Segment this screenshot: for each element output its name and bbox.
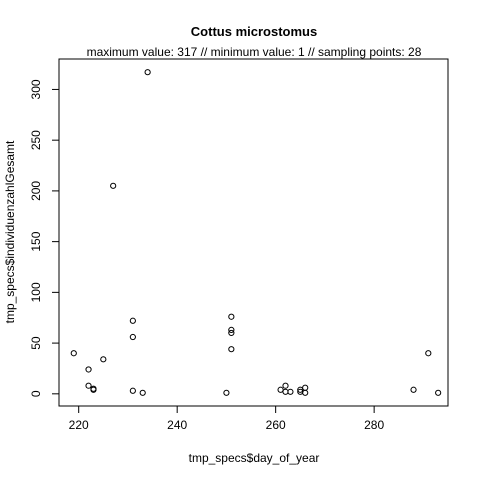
data-point	[144, 69, 151, 76]
chart-title: Cottus microstomus	[191, 24, 317, 39]
x-axis-label: tmp_specs$day_of_year	[189, 451, 320, 465]
data-point	[129, 317, 136, 324]
data-point	[129, 333, 136, 341]
data-point	[277, 386, 284, 393]
data-point	[228, 329, 235, 337]
y-tick-label: 150	[29, 231, 43, 251]
y-axis: 0 50 100 150 200 250 300	[29, 79, 60, 397]
data-point	[223, 389, 230, 396]
data-point	[228, 346, 235, 353]
data-point	[228, 326, 235, 334]
data-point	[100, 356, 107, 363]
data-point	[228, 313, 235, 320]
y-tick-label: 250	[29, 130, 43, 150]
data-point	[287, 388, 294, 395]
x-tick-label: 280	[364, 418, 384, 432]
data-point	[90, 386, 97, 393]
data-point	[85, 382, 92, 389]
data-point	[139, 389, 146, 396]
y-axis-label: tmp_specs$individuenzahlGesamt	[3, 140, 17, 323]
x-axis: 220 240 260 280	[69, 405, 384, 432]
data-point	[302, 384, 309, 391]
data-point	[302, 389, 309, 396]
y-tick-label: 50	[29, 336, 43, 350]
x-tick-label: 240	[167, 418, 187, 432]
x-tick-label: 260	[266, 418, 286, 432]
y-tick-label: 200	[29, 181, 43, 201]
y-tick-label: 0	[29, 390, 43, 397]
data-point	[129, 387, 136, 394]
data-point	[70, 350, 77, 357]
chart-subtitle: maximum value: 317 // minimum value: 1 /…	[87, 45, 422, 59]
data-point	[282, 382, 289, 389]
data-point	[425, 350, 432, 357]
data-point	[435, 389, 442, 396]
data-point	[85, 366, 92, 373]
data-point	[110, 182, 117, 189]
data-point	[410, 386, 417, 393]
plot-frame	[58, 58, 449, 407]
y-tick-label: 100	[29, 282, 43, 302]
x-tick-label: 220	[69, 418, 89, 432]
y-tick-label: 300	[29, 79, 43, 99]
data-points	[70, 69, 442, 396]
data-point	[282, 388, 289, 395]
